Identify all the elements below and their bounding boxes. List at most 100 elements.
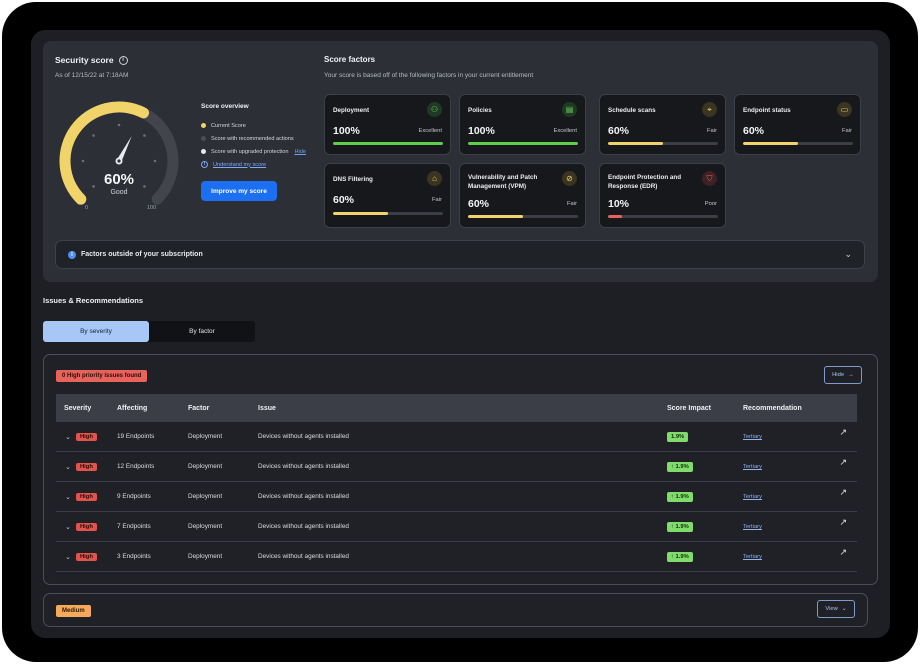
score-date: As of 12/15/22 at 7:18AM xyxy=(55,72,129,79)
chevron-down-icon[interactable]: ⌄ xyxy=(65,493,71,501)
chevron-down-icon[interactable]: ⌄ xyxy=(65,463,71,471)
factor-name: Policies xyxy=(468,107,492,114)
understand-score-link[interactable]: i Understand my score xyxy=(201,161,331,168)
factor-progress-fill xyxy=(608,215,623,218)
security-score-heading: Security score i xyxy=(55,55,128,65)
external-link-icon[interactable]: ↗ xyxy=(839,427,847,437)
legend-label: Score with upgraded protection xyxy=(211,148,289,155)
col-issue[interactable]: Issue xyxy=(258,404,276,412)
factor-cell: Deployment xyxy=(188,553,223,560)
medium-issues-card: Medium View ⌄ xyxy=(43,593,868,627)
affecting-cell: 19 Endpoints xyxy=(117,433,155,440)
app-screen: Security score i As of 12/15/22 at 7:18A… xyxy=(31,30,890,638)
col-factor[interactable]: Factor xyxy=(188,404,210,412)
factor-progress-fill xyxy=(333,212,388,215)
legend-item-upgraded: Score with upgraded protection Hide xyxy=(201,145,331,158)
score-factors-subtitle: Your score is based off of the following… xyxy=(324,72,534,79)
tab-by-severity[interactable]: By severity xyxy=(43,321,149,342)
chevron-down-icon: ⌄ xyxy=(841,606,847,612)
info-circle-icon: i xyxy=(68,250,76,259)
factor-card-dns-filtering[interactable]: DNS Filtering ⌂ 60% Fair xyxy=(324,163,451,228)
gauge-tick xyxy=(92,134,95,137)
understand-score-label: Understand my score xyxy=(213,161,267,168)
factor-progress-fill xyxy=(333,142,443,145)
external-link-icon[interactable]: ↗ xyxy=(839,517,847,527)
factor-rating: Poor xyxy=(704,201,717,207)
gauge-tick xyxy=(92,185,95,188)
factor-name: DNS Filtering xyxy=(333,176,373,183)
table-row[interactable]: ⌄ High 9 Endpoints Deployment Devices wit… xyxy=(56,482,857,512)
chevron-down-icon[interactable]: ⌄ xyxy=(65,433,71,441)
recommendation-link[interactable]: Tertiary xyxy=(743,434,763,440)
factor-card-edr[interactable]: Endpoint Protection and Response (EDR) ⛉… xyxy=(599,163,726,228)
factor-name: Endpoint status xyxy=(743,107,791,114)
score-factors-title: Score factors xyxy=(324,55,376,64)
factor-value: 60% xyxy=(608,125,630,137)
tab-by-factor[interactable]: By factor xyxy=(189,328,215,335)
factor-progress-fill xyxy=(468,215,523,218)
factor-cell: Deployment xyxy=(188,433,223,440)
affecting-cell: 3 Endpoints xyxy=(117,553,151,560)
table-row[interactable]: ⌄ High 3 Endpoints Deployment Devices wit… xyxy=(56,542,857,572)
affecting-cell: 7 Endpoints xyxy=(117,523,151,530)
factor-card-deployment[interactable]: Deployment ⚇ 100% Excellent xyxy=(324,94,451,155)
gauge-graphic xyxy=(59,101,179,205)
col-score-impact[interactable]: Score Impact xyxy=(667,404,711,412)
external-link-icon[interactable]: ↗ xyxy=(839,547,847,557)
hide-upgraded-link[interactable]: Hide xyxy=(294,148,306,155)
gauge-tick xyxy=(143,134,146,137)
factor-value: 100% xyxy=(333,125,360,137)
info-icon[interactable]: i xyxy=(118,55,128,65)
recommendation-link[interactable]: Tertiary xyxy=(743,494,763,500)
factor-card-endpoint-status[interactable]: Endpoint status ▭ 60% Fair xyxy=(734,94,861,155)
gauge-label: Good xyxy=(110,189,128,196)
recommendation-link[interactable]: Tertiary xyxy=(743,524,763,530)
factor-card-schedule-scans[interactable]: Schedule scans ⌖ 60% Fair xyxy=(599,94,726,155)
col-affecting[interactable]: Affecting xyxy=(117,404,148,412)
chevron-down-icon: ⌄ xyxy=(844,249,852,259)
factor-progress xyxy=(333,142,443,145)
score-overview-title: Score overview xyxy=(201,103,249,110)
factor-value: 60% xyxy=(468,198,490,210)
gauge-tick xyxy=(143,185,146,188)
factor-name: Deployment xyxy=(333,107,370,114)
table-row[interactable]: ⌄ High 19 Endpoints Deployment Devices wi… xyxy=(56,422,857,452)
factor-rating: Fair xyxy=(567,201,577,207)
col-recommendation[interactable]: Recommendation xyxy=(743,404,802,412)
factor-card-vpm[interactable]: Vulnerability and Patch Management (VPM)… xyxy=(459,163,586,228)
table-row[interactable]: ⌄ High 12 Endpoints Deployment Devices wi… xyxy=(56,452,857,482)
factor-value: 60% xyxy=(743,125,765,137)
table-header: Severity Affecting Factor Issue Score Im… xyxy=(56,394,857,422)
gauge-min-label: 0 xyxy=(85,205,89,211)
chevron-down-icon[interactable]: ⌄ xyxy=(65,523,71,531)
issues-view-toggle: By severity By factor xyxy=(43,321,255,342)
factor-value: 100% xyxy=(468,125,495,137)
issues-title: Issues & Recommendations xyxy=(43,296,144,305)
external-link-icon[interactable]: ↗ xyxy=(839,487,847,497)
factor-progress xyxy=(468,215,578,218)
factor-card-policies[interactable]: Policies ▤ 100% Excellent xyxy=(459,94,586,155)
score-overview: Score overview Current Score Score with … xyxy=(201,103,331,201)
severity-badge: High xyxy=(76,492,97,501)
factor-rating: Excellent xyxy=(418,128,442,134)
factor-progress xyxy=(468,142,578,145)
policies-icon: ▤ xyxy=(562,102,577,117)
col-severity[interactable]: Severity xyxy=(64,404,92,412)
chevron-down-icon[interactable]: ⌄ xyxy=(65,553,71,561)
deployment-icon: ⚇ xyxy=(427,102,442,117)
view-button[interactable]: View ⌄ xyxy=(817,600,855,618)
factor-progress-fill xyxy=(468,142,578,145)
gauge-needle xyxy=(116,136,132,163)
recommendation-link[interactable]: Tertiary xyxy=(743,554,763,560)
improve-score-button[interactable]: Improve my score xyxy=(201,181,277,201)
factors-outside-subscription[interactable]: i Factors outside of your subscription ⌄ xyxy=(55,240,865,269)
score-impact-badge: 1.9% xyxy=(667,431,689,442)
table-row[interactable]: ⌄ High 7 Endpoints Deployment Devices wit… xyxy=(56,512,857,542)
factor-progress xyxy=(608,142,718,145)
score-impact-badge: ↑ 1.9% xyxy=(667,491,693,502)
legend-dot xyxy=(201,149,206,154)
recommendation-link[interactable]: Tertiary xyxy=(743,464,763,470)
laptop-icon: ▭ xyxy=(837,102,852,117)
external-link-icon[interactable]: ↗ xyxy=(839,457,847,467)
hide-button[interactable]: Hide → xyxy=(824,366,862,384)
